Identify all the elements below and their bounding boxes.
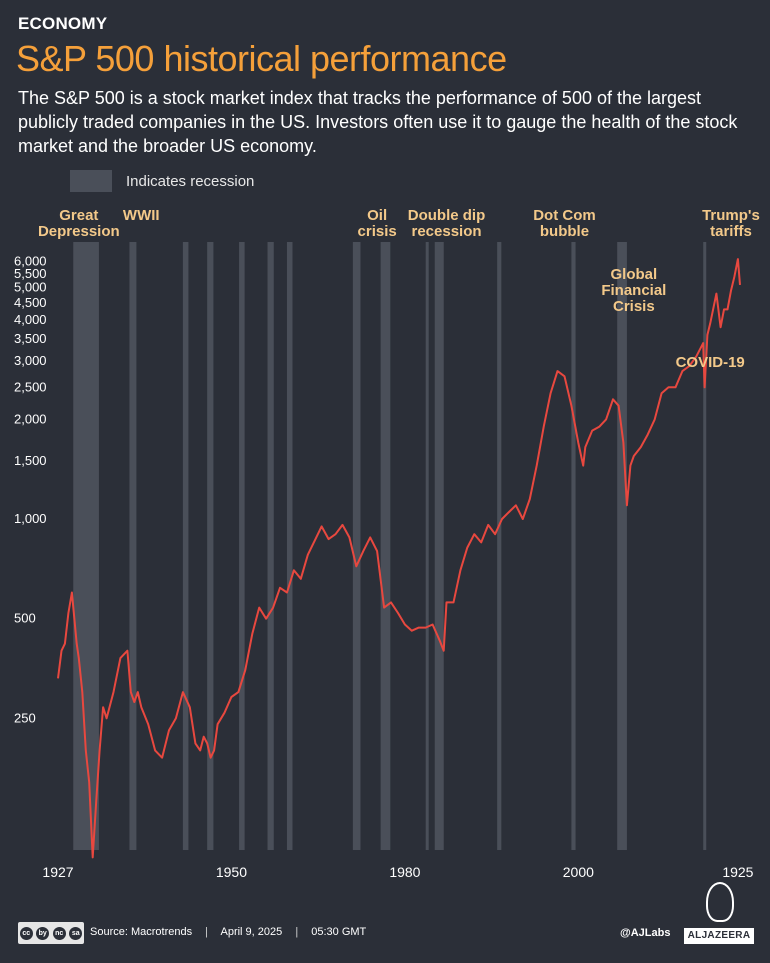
cc-sa-icon: sa — [69, 926, 83, 940]
y-tick-label: 2,000 — [14, 411, 47, 426]
y-tick-label: 1,500 — [14, 453, 47, 468]
footer-date: April 9, 2025 — [220, 926, 283, 938]
recession-bands — [73, 242, 707, 850]
x-tick-label: 1925 — [722, 864, 753, 880]
event-annotation: Trump's tariffs — [702, 207, 760, 240]
x-tick-label: 1980 — [389, 864, 420, 880]
recession-band — [182, 242, 189, 850]
y-tick-label: 250 — [14, 710, 36, 725]
cc-icon: cc — [19, 926, 33, 940]
footer-source: Source: Macrotrends — [90, 926, 193, 938]
recession-band — [617, 242, 627, 850]
recession-band — [129, 242, 137, 850]
recession-band — [703, 242, 707, 850]
x-tick-label: 1927 — [42, 864, 73, 880]
event-annotation: Oil crisis — [358, 207, 397, 240]
y-tick-label: 1,000 — [14, 511, 47, 526]
recession-band — [352, 242, 361, 850]
y-tick-label: 6,000 — [14, 254, 47, 269]
recession-legend: Indicates recession — [70, 170, 254, 192]
recession-band — [380, 242, 391, 850]
recession-legend-label: Indicates recession — [126, 172, 255, 190]
footer-time: 05:30 GMT — [311, 926, 367, 938]
sp500-price-line — [57, 258, 741, 859]
aljazeera-emblem-icon — [706, 882, 734, 922]
page-title: S&P 500 historical performance — [16, 38, 507, 79]
aj-labs-handle[interactable]: @AJLabs — [620, 927, 671, 939]
y-tick-label: 3,500 — [14, 331, 47, 346]
recession-band — [571, 242, 576, 850]
x-axis-ticks: 1927 1950 1980 2000 1925 — [42, 864, 753, 880]
y-tick-label: 5,000 — [14, 280, 47, 295]
y-tick-label: 3,000 — [14, 353, 47, 368]
y-tick-label: 5,500 — [14, 266, 47, 281]
x-tick-label: 2000 — [563, 864, 594, 880]
footer-separator: | — [205, 926, 209, 938]
page-subtitle: The S&P 500 is a stock market index that… — [18, 88, 738, 156]
event-annotation: WWII — [123, 207, 160, 224]
recession-band — [207, 242, 214, 850]
footer-credits: Source: Macrotrends | April 9, 2025 | 05… — [90, 926, 376, 938]
y-tick-label: 4,000 — [14, 312, 47, 327]
x-tick-label: 1950 — [216, 864, 247, 880]
y-tick-label: 2,500 — [14, 379, 47, 394]
recession-legend-swatch — [70, 170, 112, 192]
section-kicker: ECONOMY — [18, 14, 108, 33]
aljazeera-wordmark: ALJAZEERA — [684, 928, 754, 944]
event-annotation: Double dip recession — [408, 207, 486, 240]
event-annotation: Dot Com bubble — [533, 207, 596, 240]
footer-separator: | — [295, 926, 299, 938]
footer: cc by nc sa Source: Macrotrends | April … — [18, 882, 754, 958]
event-annotation: COVID-19 — [676, 354, 745, 371]
y-axis-ticks: 250 500 1,000 1,500 2,000 2,500 3,000 3,500 4,00… — [14, 254, 47, 726]
cc-license-badge[interactable]: cc by nc sa — [18, 922, 84, 944]
recession-band — [497, 242, 502, 850]
recession-band — [286, 242, 293, 850]
y-tick-label: 4,500 — [14, 295, 47, 310]
cc-nc-icon: nc — [52, 926, 66, 940]
aljazeera-logo[interactable]: ALJAZEERA — [684, 882, 754, 954]
recession-band — [239, 242, 245, 850]
event-annotation: Global Financial Crisis — [601, 266, 666, 315]
recession-band — [425, 242, 429, 850]
event-annotation: Great Depression — [38, 207, 120, 240]
y-tick-label: 500 — [14, 611, 36, 626]
cc-by-icon: by — [36, 926, 50, 940]
recession-band — [434, 242, 444, 850]
recession-band — [267, 242, 274, 850]
